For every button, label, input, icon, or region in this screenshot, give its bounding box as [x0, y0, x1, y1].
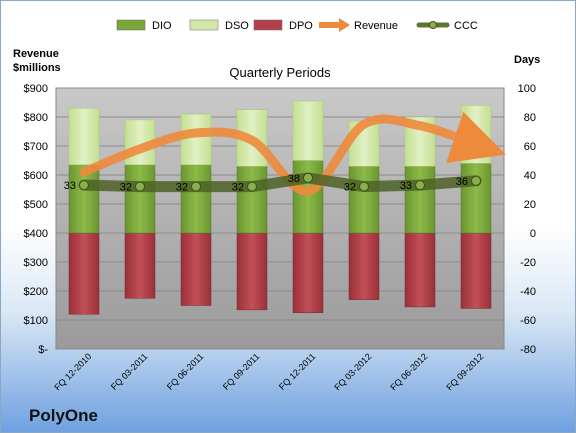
left-tick-label: $500	[24, 199, 48, 211]
left-tick-label: $100	[24, 315, 48, 327]
ccc-data-label: 33	[400, 180, 412, 192]
right-tick-label: 60	[524, 141, 536, 153]
left-tick-label: $800	[24, 112, 48, 124]
bar-dso	[460, 105, 492, 164]
right-tick-label: -40	[520, 286, 536, 298]
left-tick-label: $200	[24, 286, 48, 298]
x-tick-label: FQ 03-2011	[109, 351, 150, 392]
bar-dpo	[180, 232, 212, 306]
bar-dpo	[68, 232, 100, 315]
ccc-point	[415, 180, 425, 191]
ccc-data-label: 38	[288, 173, 300, 185]
x-tick-label: FQ 12-2011	[277, 351, 318, 392]
ccc-point	[471, 175, 481, 186]
bar-dio	[236, 166, 268, 234]
left-tick-label: $-	[38, 344, 48, 356]
bar-dso	[180, 113, 212, 166]
bar-dpo	[236, 232, 268, 311]
left-tick-label: $400	[24, 228, 48, 240]
right-tick-label: 100	[518, 83, 536, 95]
legend-swatch	[189, 19, 219, 31]
legend-label: CCC	[454, 20, 478, 32]
left-axis-title: Revenue	[13, 48, 59, 60]
ccc-data-label: 32	[120, 182, 132, 194]
ccc-data-label: 32	[344, 182, 356, 194]
ccc-point	[135, 181, 145, 192]
chart-title: Quarterly Periods	[229, 65, 331, 80]
legend-swatch	[339, 18, 350, 32]
right-tick-label: 0	[530, 228, 536, 240]
left-tick-label: $600	[24, 170, 48, 182]
left-tick-label: $900	[24, 83, 48, 95]
right-axis-title: Days	[514, 54, 540, 66]
right-tick-label: -60	[520, 315, 536, 327]
bar-dpo	[292, 232, 324, 313]
ccc-point	[247, 181, 257, 192]
legend-label: DSO	[225, 20, 249, 32]
x-tick-label: FQ 06-2011	[165, 351, 206, 392]
bar-dio	[292, 160, 324, 234]
bar-dpo	[404, 232, 436, 308]
x-tick-label: FQ 09-2011	[221, 351, 262, 392]
ccc-point	[359, 181, 369, 192]
bar-dpo	[348, 232, 380, 300]
right-tick-label: 20	[524, 199, 536, 211]
right-tick-label: -80	[520, 344, 536, 356]
right-tick-label: -20	[520, 257, 536, 269]
company-name: PolyOne	[29, 406, 98, 425]
left-tick-label: $700	[24, 141, 48, 153]
ccc-point	[191, 181, 201, 192]
left-tick-label: $300	[24, 257, 48, 269]
legend-label: Revenue	[354, 20, 398, 32]
left-axis-unit: $millions	[13, 62, 61, 74]
ccc-point	[79, 180, 89, 191]
legend-swatch	[429, 21, 437, 29]
ccc-line	[78, 172, 482, 193]
x-tick-label: FQ 03-2012	[332, 351, 373, 392]
legend-label: DIO	[152, 20, 172, 32]
bar-dio	[180, 164, 212, 234]
bar-dpo	[124, 232, 156, 299]
legend-label: DPO	[289, 20, 313, 32]
legend-swatch	[116, 19, 146, 31]
ccc-data-label: 33	[64, 180, 76, 192]
ccc-point	[303, 172, 313, 183]
x-tick-label: FQ 06-2012	[388, 351, 429, 392]
x-tick-label: FQ 12-2010	[52, 351, 93, 392]
ccc-data-label: 36	[456, 176, 468, 188]
ccc-data-label: 32	[176, 182, 188, 194]
x-tick-label: FQ 09-2012	[444, 351, 485, 392]
legend-swatch	[253, 19, 283, 31]
bar-dso	[292, 100, 324, 161]
ccc-data-label: 32	[232, 182, 244, 194]
bar-dpo	[460, 232, 492, 309]
bar-dio	[348, 166, 380, 234]
bar-dio	[124, 164, 156, 234]
right-tick-label: 80	[524, 112, 536, 124]
right-tick-label: 40	[524, 170, 536, 182]
bar-dio	[404, 166, 436, 234]
bar-dio	[460, 163, 492, 234]
bar-dso	[68, 108, 100, 166]
